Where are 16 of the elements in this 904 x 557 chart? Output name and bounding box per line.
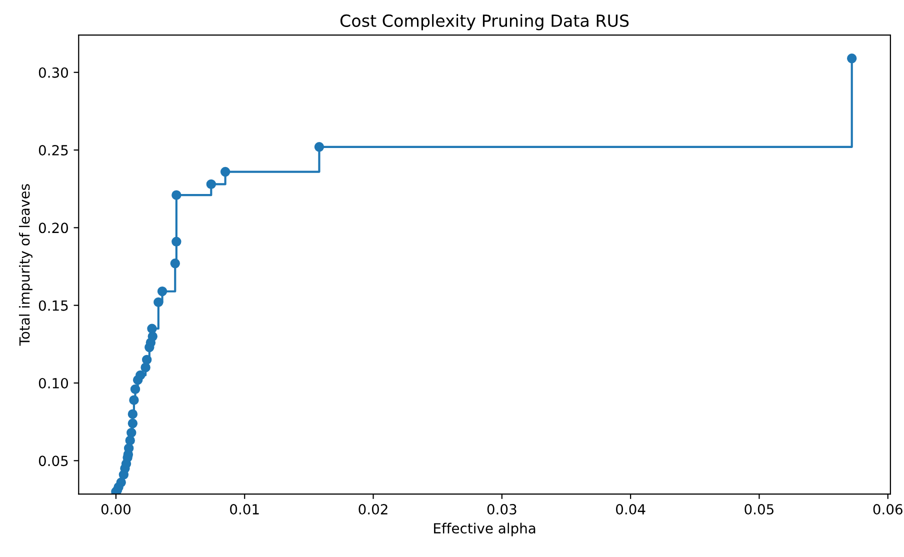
y-tick-label: 0.10 xyxy=(38,378,68,388)
x-tick-label: 0.05 xyxy=(744,504,774,515)
y-tick-label: 0.15 xyxy=(38,300,68,311)
y-tick-label: 0.30 xyxy=(38,67,68,78)
x-tick-label: 0.03 xyxy=(487,504,516,515)
x-tick-label: 0.06 xyxy=(873,504,902,515)
x-tick-label: 0.00 xyxy=(101,504,130,515)
x-tick-label: 0.04 xyxy=(616,504,646,515)
y-tick-label: 0.25 xyxy=(38,144,68,156)
y-tick-label: 0.05 xyxy=(38,456,68,466)
x-tick-label: 0.02 xyxy=(358,504,388,515)
chart-title: Cost Complexity Pruning Data RUS xyxy=(340,14,629,30)
x-tick-label: 0.01 xyxy=(230,504,259,515)
y-axis-title: Total impurity of leaves xyxy=(19,184,32,346)
y-tick-label: 0.20 xyxy=(38,222,68,234)
x-axis-title: Effective alpha xyxy=(434,522,536,536)
